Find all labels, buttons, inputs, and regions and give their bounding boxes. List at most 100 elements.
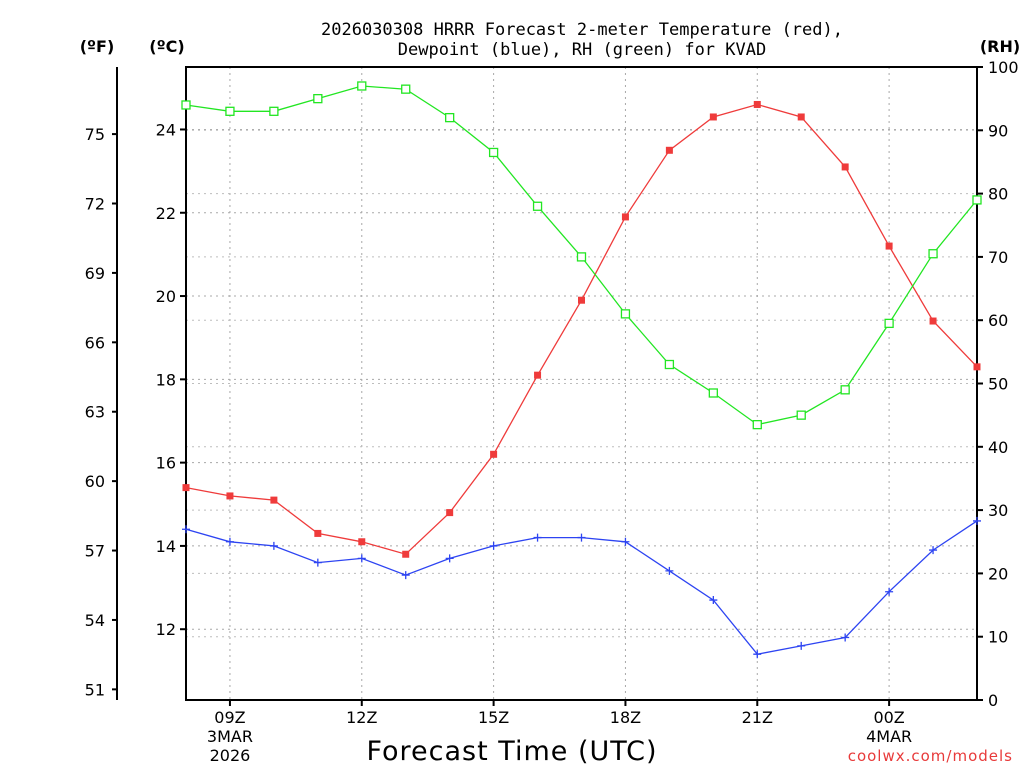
chart-title-line2: Dewpoint (blue), RH (green) for KVAD bbox=[398, 40, 766, 60]
rh-tick-label: 40 bbox=[988, 438, 1008, 457]
rh-point bbox=[269, 106, 279, 116]
temperature-point bbox=[534, 371, 542, 379]
celsius-unit-label: (ºC) bbox=[149, 37, 184, 56]
celsius-tick-label: 12 bbox=[156, 620, 176, 639]
series-layer bbox=[181, 81, 982, 659]
dewpoint-point bbox=[445, 554, 454, 563]
dewpoint-point bbox=[797, 641, 806, 650]
x-tick-date: 4MAR bbox=[866, 727, 912, 746]
celsius-tick-label: 20 bbox=[156, 287, 176, 306]
temperature-point bbox=[578, 296, 585, 304]
rh-point bbox=[401, 84, 411, 94]
temperature-point bbox=[402, 550, 410, 558]
dewpoint-point bbox=[577, 533, 586, 542]
rh-tick-label: 50 bbox=[988, 375, 1008, 394]
celsius-tick-label: 16 bbox=[156, 454, 176, 473]
rh-point bbox=[972, 195, 982, 205]
axes: 51 54 57 60 63 66 69 72 75 12 14 16 18 20 22 24 0 10 20 30 4… bbox=[85, 58, 1019, 765]
rh-point bbox=[840, 385, 850, 395]
rh-tick-label: 20 bbox=[988, 564, 1008, 583]
rh-point bbox=[181, 100, 191, 110]
dewpoint-point bbox=[533, 533, 542, 542]
celsius-tick-label: 14 bbox=[156, 537, 176, 556]
rh-point bbox=[445, 112, 455, 123]
temperature-point bbox=[358, 538, 366, 546]
rh-unit-label: (RH) bbox=[980, 37, 1020, 56]
temperature-point bbox=[314, 529, 322, 537]
rh-point bbox=[752, 419, 762, 430]
rh-tick-label: 10 bbox=[988, 628, 1008, 647]
temperature-point bbox=[226, 492, 234, 500]
dewpoint-point bbox=[973, 516, 981, 525]
rh-point bbox=[225, 106, 235, 116]
x-axis-title: Forecast Time (UTC) bbox=[366, 736, 657, 767]
temperature-point bbox=[753, 100, 761, 108]
temperature-point bbox=[973, 363, 981, 371]
x-tick-label: 15Z bbox=[478, 708, 509, 727]
dewpoint-point bbox=[929, 546, 938, 555]
rh-tick-label: 70 bbox=[988, 248, 1008, 267]
dewpoint-point bbox=[885, 587, 894, 596]
rh-point bbox=[664, 359, 675, 370]
temperature-line bbox=[185, 103, 978, 555]
dewpoint-point bbox=[313, 558, 322, 567]
rh-point bbox=[488, 147, 499, 158]
temperature-point bbox=[797, 113, 805, 121]
fahrenheit-tick-label: 69 bbox=[85, 264, 105, 283]
celsius-tick-label: 18 bbox=[156, 370, 176, 389]
rh-point bbox=[928, 249, 938, 259]
x-tick-date: 3MAR bbox=[207, 727, 253, 746]
fahrenheit-tick-label: 75 bbox=[85, 125, 105, 144]
gridlines bbox=[186, 67, 977, 700]
rh-point bbox=[620, 309, 631, 319]
celsius-tick-label: 24 bbox=[156, 120, 176, 139]
temperature-point bbox=[841, 163, 849, 171]
fahrenheit-tick-label: 60 bbox=[85, 472, 105, 491]
rh-point bbox=[796, 410, 806, 420]
x-tick-year: 2026 bbox=[210, 746, 251, 765]
dewpoint-point bbox=[841, 633, 850, 642]
credit-label: coolwx.com/models bbox=[848, 747, 1013, 765]
x-tick-label: 18Z bbox=[610, 708, 641, 727]
x-tick-label: 09Z bbox=[214, 708, 245, 727]
dewpoint-point bbox=[357, 554, 366, 563]
temperature-point bbox=[885, 242, 893, 250]
x-tick-label: 12Z bbox=[346, 708, 377, 727]
rh-tick-label: 80 bbox=[988, 185, 1008, 204]
temperature-point bbox=[270, 496, 278, 504]
rh-point bbox=[532, 201, 543, 211]
fahrenheit-tick-label: 63 bbox=[85, 403, 105, 422]
temperature-point bbox=[665, 146, 673, 154]
fahrenheit-tick-label: 54 bbox=[85, 611, 105, 630]
fahrenheit-tick-label: 57 bbox=[85, 542, 105, 561]
fahrenheit-tick-label: 72 bbox=[85, 195, 105, 214]
fahrenheit-tick-label: 51 bbox=[85, 680, 105, 699]
rh-point bbox=[357, 81, 367, 91]
dewpoint-point bbox=[753, 650, 762, 659]
rh-point bbox=[884, 318, 894, 329]
rh-point bbox=[576, 252, 587, 262]
temperature-point bbox=[709, 113, 717, 121]
temperature-point bbox=[446, 509, 454, 517]
rh-tick-label: 90 bbox=[988, 121, 1008, 140]
rh-point bbox=[708, 388, 718, 398]
rh-tick-label: 100 bbox=[988, 58, 1019, 77]
dewpoint-point bbox=[401, 571, 410, 580]
rh-tick-label: 60 bbox=[988, 311, 1008, 330]
celsius-tick-label: 22 bbox=[156, 204, 176, 223]
temperature-point bbox=[621, 213, 629, 221]
dewpoint-point bbox=[665, 566, 674, 575]
rh-tick-label: 0 bbox=[988, 691, 998, 710]
dewpoint-point bbox=[269, 541, 278, 550]
rh-point bbox=[313, 94, 323, 104]
dewpoint-point bbox=[709, 596, 718, 605]
dewpoint-point bbox=[225, 537, 234, 546]
fahrenheit-tick-label: 66 bbox=[85, 333, 105, 352]
x-tick-label: 21Z bbox=[742, 708, 773, 727]
x-tick-label: 00Z bbox=[873, 708, 904, 727]
dewpoint-point bbox=[182, 525, 190, 534]
dewpoint-point bbox=[621, 537, 630, 546]
dewpoint-point bbox=[489, 541, 498, 550]
chart-title-line1: 2026030308 HRRR Forecast 2-meter Tempera… bbox=[321, 20, 843, 40]
